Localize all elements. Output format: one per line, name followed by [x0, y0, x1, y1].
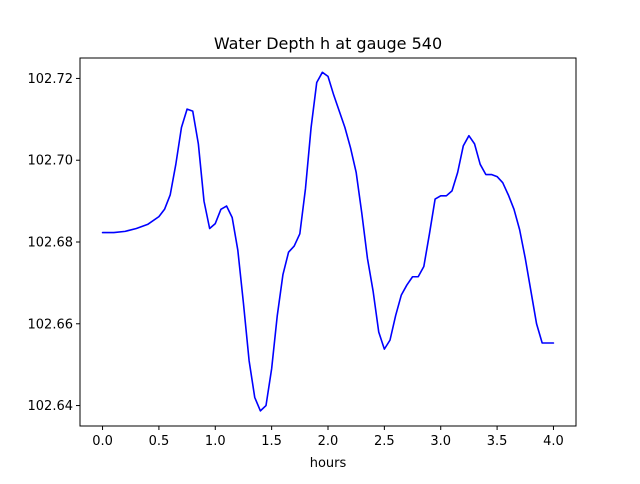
- y-tick-label: 102.72: [28, 72, 74, 87]
- x-tick-label: 2.5: [374, 434, 395, 449]
- y-tick-label: 102.68: [28, 236, 74, 251]
- x-axis-title: hours: [310, 456, 347, 471]
- y-tick-label: 102.64: [28, 399, 74, 414]
- x-tick-label: 2.0: [318, 434, 339, 449]
- y-tick-label: 102.70: [28, 154, 74, 169]
- x-tick-label: 1.5: [261, 434, 282, 449]
- chart-title: Water Depth h at gauge 540: [214, 34, 442, 53]
- x-tick-label: 0.0: [92, 434, 113, 449]
- plot-area: 0.0 0.5 1.0 1.5 2.0 2.5 3.0 3.5 4.0 102.64 102.66 1…: [28, 57, 577, 449]
- x-tick-label: 3.5: [487, 434, 508, 449]
- x-tick-label: 3.0: [430, 434, 451, 449]
- x-tick-label: 0.5: [149, 434, 170, 449]
- x-tick-label: 1.0: [205, 434, 226, 449]
- series-line-1: [101, 71, 555, 412]
- y-tick-label: 102.66: [28, 317, 74, 332]
- x-tick-label: 4.0: [543, 434, 564, 449]
